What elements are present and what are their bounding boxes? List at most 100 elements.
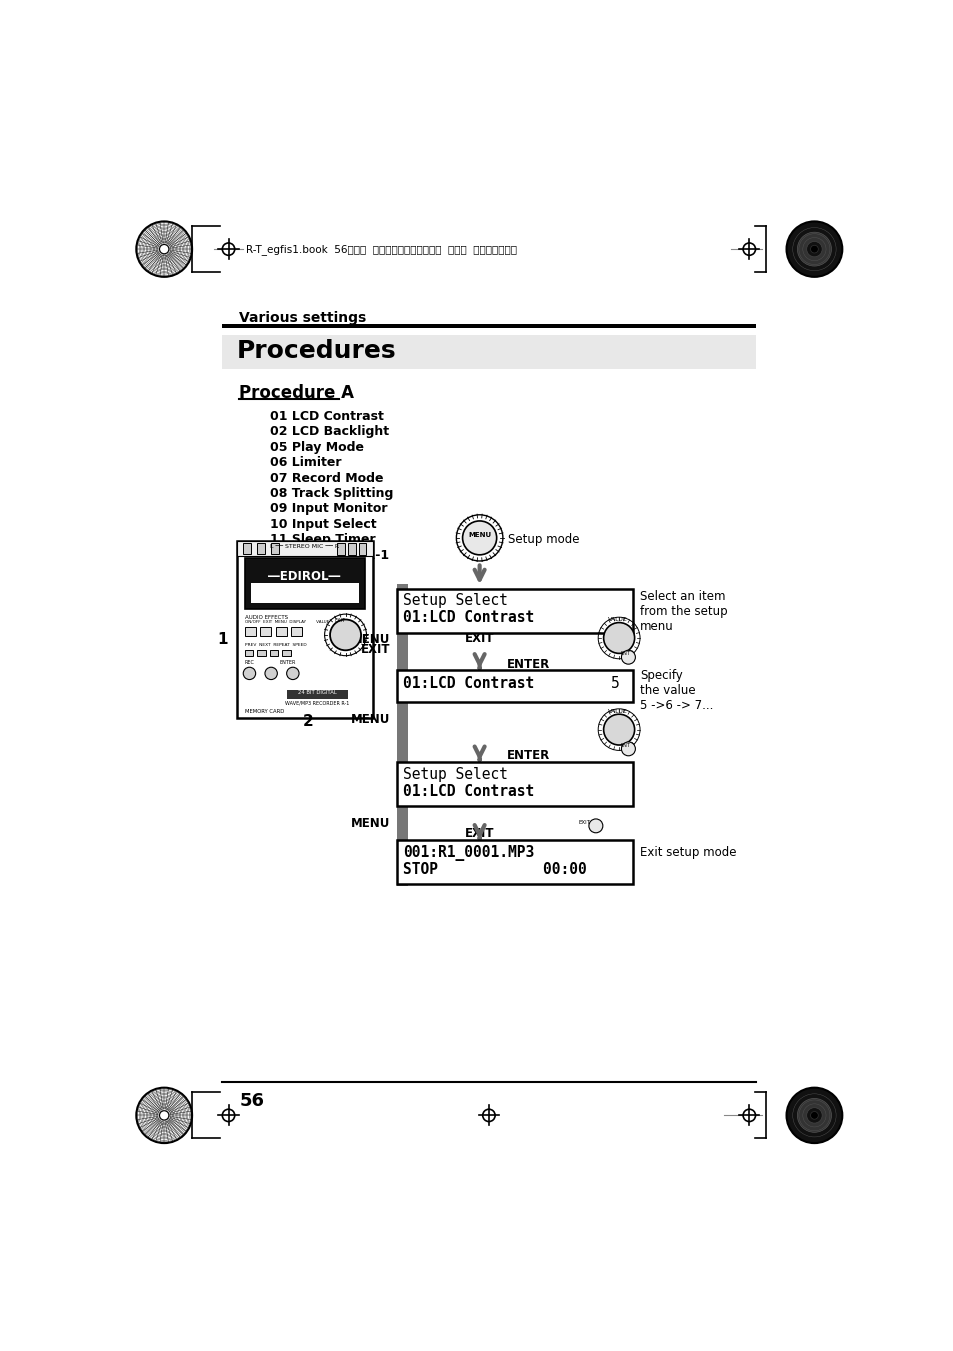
Bar bbox=[260, 627, 271, 636]
Text: ―EDIROL―: ―EDIROL― bbox=[268, 570, 340, 584]
Bar bbox=[257, 650, 266, 657]
Text: EXIT: EXIT bbox=[578, 820, 590, 824]
Text: REC: REC bbox=[245, 661, 254, 665]
Circle shape bbox=[330, 620, 360, 650]
Text: VALUE: VALUE bbox=[607, 709, 626, 713]
Circle shape bbox=[462, 521, 497, 555]
Text: 08 Track Splitting: 08 Track Splitting bbox=[270, 488, 394, 500]
Text: 001:R1_0001.MP3: 001:R1_0001.MP3 bbox=[402, 846, 534, 861]
Circle shape bbox=[742, 243, 755, 255]
Circle shape bbox=[620, 650, 635, 665]
Text: 14 About the R-1: 14 About the R-1 bbox=[270, 549, 389, 562]
Text: MENU: MENU bbox=[351, 713, 390, 725]
Text: 10 Input Select: 10 Input Select bbox=[270, 517, 376, 531]
Text: ON/OFF  EXIT  MENU  DISPLAY        VALUE: ON/OFF EXIT MENU DISPLAY VALUE bbox=[245, 620, 329, 624]
Circle shape bbox=[810, 246, 818, 253]
Text: VALUE: VALUE bbox=[607, 617, 626, 623]
Bar bbox=[358, 543, 366, 555]
Text: EXIT: EXIT bbox=[464, 827, 494, 839]
Text: Various settings: Various settings bbox=[239, 311, 366, 324]
Bar bbox=[236, 540, 373, 719]
Text: 56: 56 bbox=[239, 1092, 264, 1111]
Text: 11 Sleep Timer: 11 Sleep Timer bbox=[270, 534, 375, 546]
Circle shape bbox=[265, 667, 277, 680]
Text: 24 BIT DIGITAL: 24 BIT DIGITAL bbox=[298, 690, 336, 696]
Circle shape bbox=[222, 1109, 234, 1121]
Text: Exit setup mode: Exit setup mode bbox=[639, 846, 736, 859]
Text: Procedure A: Procedure A bbox=[239, 384, 354, 401]
Circle shape bbox=[785, 1088, 841, 1143]
Text: ENTER: ENTER bbox=[506, 658, 550, 671]
Circle shape bbox=[785, 222, 841, 277]
Circle shape bbox=[603, 623, 634, 654]
Text: 5: 5 bbox=[611, 676, 619, 690]
Text: Select an item
from the setup
menu: Select an item from the setup menu bbox=[639, 590, 727, 634]
Text: 1: 1 bbox=[217, 632, 228, 647]
Text: L ── STEREO MIC ── R: L ── STEREO MIC ── R bbox=[270, 544, 338, 549]
Bar bbox=[291, 627, 302, 636]
Circle shape bbox=[482, 1109, 495, 1121]
Text: Specify
the value
5 ->6 -> 7...: Specify the value 5 ->6 -> 7... bbox=[639, 669, 713, 712]
Bar bbox=[275, 627, 286, 636]
Bar bbox=[245, 650, 253, 657]
Circle shape bbox=[159, 1111, 169, 1120]
Text: MEMORY CARD: MEMORY CARD bbox=[245, 709, 284, 713]
Text: 01 LCD Contrast: 01 LCD Contrast bbox=[270, 411, 384, 423]
Circle shape bbox=[797, 232, 831, 266]
Text: 06 Limiter: 06 Limiter bbox=[270, 457, 341, 469]
Bar bbox=[270, 650, 278, 657]
Text: Setup Select: Setup Select bbox=[402, 593, 507, 608]
Text: 01:LCD Contrast: 01:LCD Contrast bbox=[402, 611, 534, 626]
Bar bbox=[396, 584, 407, 886]
Text: 02 LCD Backlight: 02 LCD Backlight bbox=[270, 426, 389, 439]
Circle shape bbox=[806, 1108, 821, 1123]
Bar bbox=[245, 627, 255, 636]
Text: R-T_egfis1.book  56ページ  ２００５年１１月１１日  金曜日  午後５時１３分: R-T_egfis1.book 56ページ ２００５年１１月１１日 金曜日 午後… bbox=[245, 243, 516, 254]
Text: Procedures: Procedures bbox=[236, 339, 396, 363]
Circle shape bbox=[742, 1109, 755, 1121]
Text: Setup mode: Setup mode bbox=[508, 534, 579, 546]
Circle shape bbox=[810, 1112, 818, 1119]
Bar bbox=[251, 582, 358, 603]
Text: EXIT: EXIT bbox=[360, 643, 390, 657]
Text: AUDIO EFFECTS: AUDIO EFFECTS bbox=[245, 615, 288, 620]
Text: ENTER: ENTER bbox=[506, 748, 550, 762]
Text: 01:LCD Contrast: 01:LCD Contrast bbox=[402, 676, 534, 690]
Text: 07 Record Mode: 07 Record Mode bbox=[270, 471, 383, 485]
Circle shape bbox=[159, 245, 169, 254]
Text: ENT: ENT bbox=[620, 743, 630, 747]
Bar bbox=[243, 543, 251, 554]
Text: MENU: MENU bbox=[351, 634, 390, 646]
Bar bbox=[348, 543, 355, 555]
Circle shape bbox=[588, 819, 602, 832]
Text: MENU: MENU bbox=[351, 816, 390, 830]
Bar bbox=[245, 558, 365, 609]
Text: STOP            00:00: STOP 00:00 bbox=[402, 862, 586, 877]
Circle shape bbox=[620, 742, 635, 755]
Bar bbox=[221, 324, 756, 328]
Bar bbox=[396, 670, 633, 703]
Circle shape bbox=[222, 243, 234, 255]
Bar bbox=[336, 543, 344, 555]
Circle shape bbox=[603, 715, 634, 744]
Bar bbox=[287, 689, 348, 698]
Text: EXIT: EXIT bbox=[464, 632, 494, 644]
Bar bbox=[396, 589, 633, 632]
Text: 2: 2 bbox=[303, 715, 314, 730]
Text: PREV  NEXT  REPEAT  SPEED: PREV NEXT REPEAT SPEED bbox=[245, 643, 306, 647]
Text: Setup Select: Setup Select bbox=[402, 766, 507, 782]
Circle shape bbox=[243, 667, 255, 680]
Text: 05 Play Mode: 05 Play Mode bbox=[270, 440, 364, 454]
Bar bbox=[236, 540, 373, 557]
Circle shape bbox=[806, 242, 821, 257]
Bar bbox=[396, 762, 633, 805]
Bar bbox=[257, 543, 265, 554]
Text: WAVE/MP3 RECORDER R-1: WAVE/MP3 RECORDER R-1 bbox=[285, 700, 350, 705]
Bar bbox=[221, 335, 756, 369]
Bar bbox=[282, 650, 291, 657]
Bar bbox=[396, 840, 633, 885]
Bar bbox=[271, 543, 278, 554]
Text: MENU: MENU bbox=[468, 532, 491, 538]
Text: EXIT: EXIT bbox=[335, 617, 345, 623]
Circle shape bbox=[797, 1098, 831, 1132]
